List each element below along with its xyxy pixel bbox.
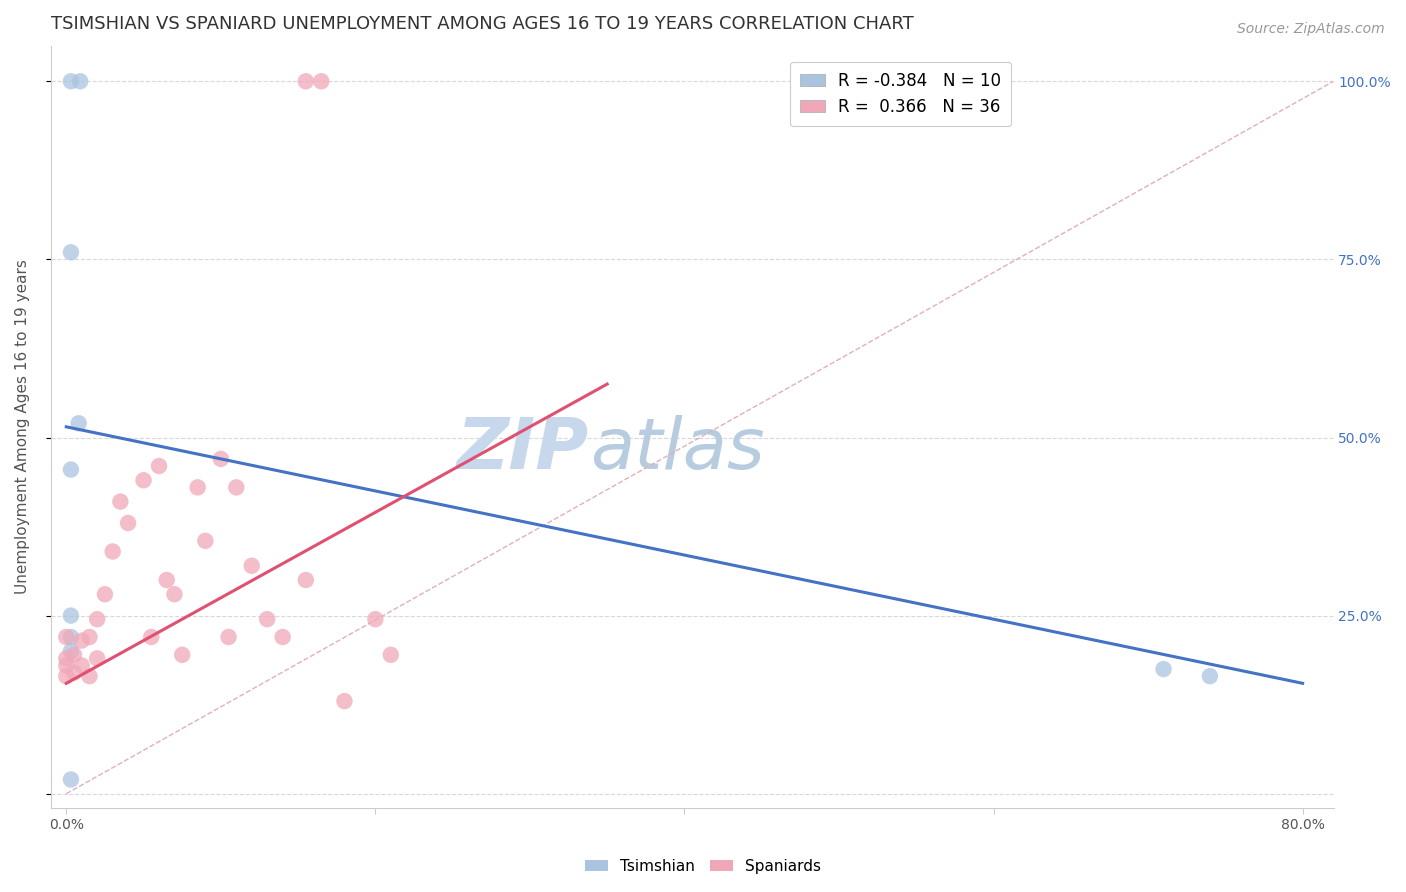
Text: TSIMSHIAN VS SPANIARD UNEMPLOYMENT AMONG AGES 16 TO 19 YEARS CORRELATION CHART: TSIMSHIAN VS SPANIARD UNEMPLOYMENT AMONG… (51, 15, 914, 33)
Point (94, 587, 117, 601)
Point (333, 694, 356, 708)
Point (86, 612, 108, 626)
Point (67, 417, 90, 431)
Point (156, 573, 179, 587)
Point (148, 458, 170, 473)
Point (194, 533, 217, 548)
Point (59, 462, 82, 476)
Point (240, 558, 263, 573)
Text: Source: ZipAtlas.com: Source: ZipAtlas.com (1237, 22, 1385, 37)
Point (380, 648, 402, 662)
Point (132, 473, 155, 487)
Point (59, 630, 82, 644)
Point (1199, 669, 1222, 683)
Point (141, 630, 163, 644)
Point (59, 74, 82, 88)
Point (86, 651, 108, 665)
Point (55, 658, 77, 673)
Point (63, 665, 86, 680)
Point (59, 245, 82, 260)
Point (59, 772, 82, 787)
Point (63, 648, 86, 662)
Point (79, 630, 101, 644)
Point (1153, 662, 1175, 676)
Point (218, 630, 240, 644)
Text: ZIP: ZIP (457, 415, 589, 484)
Point (79, 669, 101, 683)
Point (295, 573, 318, 587)
Point (59, 644, 82, 658)
Point (55, 651, 77, 665)
Point (225, 480, 247, 494)
Text: atlas: atlas (589, 415, 765, 484)
Point (117, 516, 139, 530)
Legend: R = -0.384   N = 10, R =  0.366   N = 36: R = -0.384 N = 10, R = 0.366 N = 36 (790, 62, 1011, 126)
Point (163, 587, 186, 601)
Point (172, 648, 194, 662)
Point (70, 658, 93, 673)
Point (187, 480, 209, 494)
Legend: Tsimshian, Spaniards: Tsimshian, Spaniards (579, 853, 827, 880)
Point (295, 74, 318, 88)
Point (256, 612, 278, 626)
Point (364, 612, 387, 626)
Point (311, 74, 333, 88)
Point (271, 630, 294, 644)
Point (55, 669, 77, 683)
Point (59, 608, 82, 623)
Point (101, 544, 124, 558)
Point (209, 451, 232, 466)
Point (69, 74, 91, 88)
Point (70, 633, 93, 648)
Y-axis label: Unemployment Among Ages 16 to 19 years: Unemployment Among Ages 16 to 19 years (15, 260, 30, 594)
Point (110, 494, 132, 508)
Point (55, 630, 77, 644)
